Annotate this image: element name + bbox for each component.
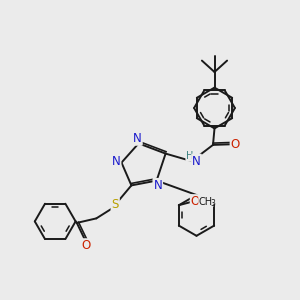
Text: S: S <box>112 198 119 211</box>
Text: N: N <box>133 132 142 145</box>
Text: N: N <box>153 179 162 192</box>
Text: N: N <box>192 154 201 168</box>
Text: 3: 3 <box>210 199 215 208</box>
Text: CH: CH <box>199 196 213 207</box>
Text: O: O <box>191 195 200 208</box>
Text: N: N <box>112 154 121 168</box>
Text: O: O <box>81 239 90 252</box>
Text: O: O <box>231 138 240 151</box>
Text: H: H <box>186 151 194 161</box>
